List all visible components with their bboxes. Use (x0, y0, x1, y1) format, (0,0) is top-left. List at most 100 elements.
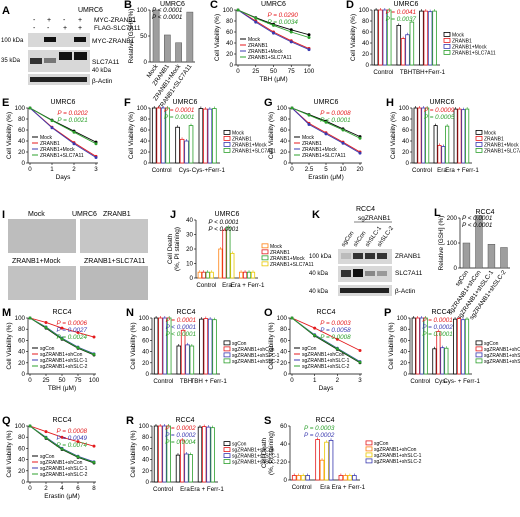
legend-label: ZRANB1+SLC7A11 (232, 148, 276, 154)
data-point (76, 346, 80, 350)
bar (487, 244, 496, 269)
bar (324, 441, 329, 481)
y-tick-label: 40 (402, 138, 409, 145)
bar (238, 271, 244, 279)
y-tick-label: 0 (230, 62, 234, 69)
y-tick-label: 20 (140, 149, 147, 156)
y-tick-label: 40 (280, 349, 287, 356)
p-value-label: P = 0.0003 (320, 320, 351, 327)
bar (352, 475, 357, 481)
y-tick-label: 80 (140, 116, 147, 123)
x-tick-label: Era + Ferr-1 (445, 167, 479, 174)
legend-swatch (223, 135, 231, 141)
legend-swatch (443, 44, 451, 49)
y-tick-label: 0 (284, 371, 288, 378)
y-tick-label: 40 (142, 457, 149, 464)
panel-letter: H (386, 97, 394, 109)
bar (242, 271, 248, 279)
y-tick-label: 80 (400, 326, 407, 333)
x-tick-label: 20 (357, 166, 364, 173)
bar (184, 140, 189, 164)
chart-title: RCC4 (316, 309, 335, 316)
chart-title: UMRC6 (215, 211, 240, 218)
bar (184, 453, 189, 483)
data-point (60, 326, 64, 330)
y-tick-label: 40 (362, 40, 369, 47)
legend-label: ZRANB1+Mock (452, 44, 487, 50)
p-value-label: P = 0.0008 (57, 428, 88, 435)
y-tick-label: 0 (454, 265, 458, 272)
bar (462, 242, 471, 269)
chart-panel-j: J UMRC6 0 10 20 30 40 Cell Death (%, PI staining… (167, 209, 314, 289)
pm-sign: - (33, 17, 36, 24)
x-tick-label: 5 (324, 166, 328, 173)
chart-title: UMRC6 (51, 99, 76, 106)
legend-label: ZRANB1+SLC7A11 (452, 50, 496, 56)
bar (456, 318, 462, 375)
p-value-label: P = 0.0024 (57, 334, 88, 341)
data-point (324, 120, 328, 124)
bar (175, 454, 181, 483)
legend-swatch (261, 249, 269, 255)
y-tick-label: 200 (447, 215, 458, 222)
bar (212, 108, 217, 164)
y-tick-label: 100 (15, 105, 26, 112)
panel-letter: J (170, 209, 176, 221)
blot-band (74, 52, 87, 60)
y-tick-label: 0 (284, 160, 288, 167)
y-tick-label: 100 (359, 7, 370, 14)
blot-band (365, 271, 375, 276)
band-label: β-Actin (395, 288, 416, 295)
blot-title: RCC4 (356, 206, 375, 213)
panel-letter: S (264, 415, 271, 427)
p-value-label: P = 0.0001 (422, 317, 452, 324)
p-value-label: P = 0.0074 (57, 442, 88, 449)
data-point (272, 23, 275, 27)
legend-label: sgZRANB1+shSLC-2 (232, 460, 280, 466)
legend-swatch (475, 129, 483, 135)
legend-label: sgZRANB1+shSLC-1 (374, 453, 422, 459)
band-label: SLC7A11 (395, 270, 423, 277)
chart-title: UMRC6 (314, 99, 339, 106)
y-axis-label: Cell Viability (%) (6, 430, 13, 477)
bar (180, 439, 185, 483)
p-value-label: P < 0.0001 (152, 14, 182, 21)
bar (445, 125, 450, 164)
y-tick-label: 80 (362, 18, 369, 25)
y-tick-label: 40 (226, 40, 233, 47)
legend-swatch (475, 135, 483, 141)
data-point (72, 130, 76, 134)
data-point (28, 316, 32, 320)
bar (207, 108, 213, 164)
x-tick-label: 2 (336, 377, 340, 384)
legend-swatch (223, 453, 231, 459)
legend-label: sgZRANB1+shSLC-2 (374, 459, 422, 465)
x-tick-label: Cys- (435, 378, 448, 385)
legend-swatch (365, 440, 373, 446)
legend-label: sgZRANB1+shCon (484, 347, 520, 353)
bar (210, 427, 215, 483)
data-point (44, 436, 48, 440)
y-tick-label: 60 (402, 127, 409, 134)
y-tick-label: 0 (284, 477, 288, 484)
y-axis-label: Cell Viability (%) (130, 322, 137, 369)
x-tick-label: 4 (60, 485, 64, 492)
y-axis-label: Cell Viability (%) (350, 14, 357, 61)
data-point (324, 132, 328, 136)
x-tick-label: Cys-+Ferr-1 (192, 167, 226, 174)
micrograph (80, 266, 148, 300)
data-point (358, 348, 362, 352)
legend-swatch (223, 352, 231, 358)
bar (218, 248, 223, 279)
data-point (335, 347, 339, 351)
x-tick-label: TBH (180, 378, 192, 385)
p-value-label: P = 0.0001 (164, 114, 194, 121)
legend-label: ZRANB1+Mock (270, 256, 305, 262)
y-axis-label: Relative [GSH] (%) (438, 216, 445, 271)
data-point (307, 123, 311, 126)
bar (465, 108, 470, 164)
legend-label: sgZRANB1+shCon (232, 347, 275, 353)
